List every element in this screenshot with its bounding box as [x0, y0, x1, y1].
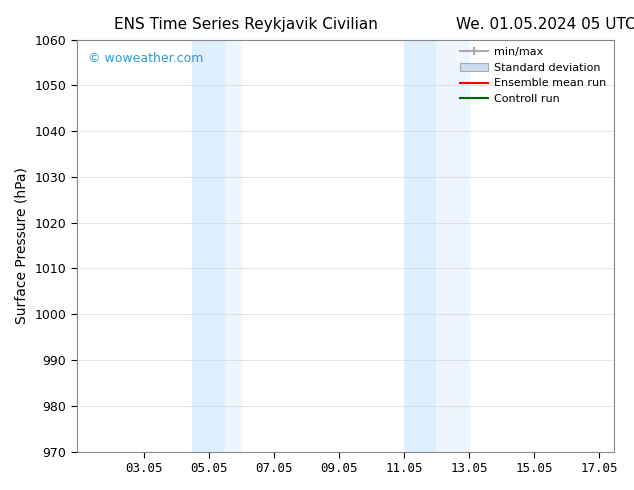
Bar: [436, 40, 469, 452]
Text: We. 01.05.2024 05 UTC: We. 01.05.2024 05 UTC: [456, 17, 634, 32]
Bar: [404, 40, 436, 452]
Y-axis label: Surface Pressure (hPa): Surface Pressure (hPa): [15, 167, 29, 324]
Bar: [225, 40, 241, 452]
Text: ENS Time Series Reykjavik Civilian: ENS Time Series Reykjavik Civilian: [114, 17, 378, 32]
Legend: min/max, Standard deviation, Ensemble mean run, Controll run: min/max, Standard deviation, Ensemble me…: [456, 43, 611, 108]
Text: © woweather.com: © woweather.com: [87, 52, 203, 65]
Bar: [192, 40, 225, 452]
